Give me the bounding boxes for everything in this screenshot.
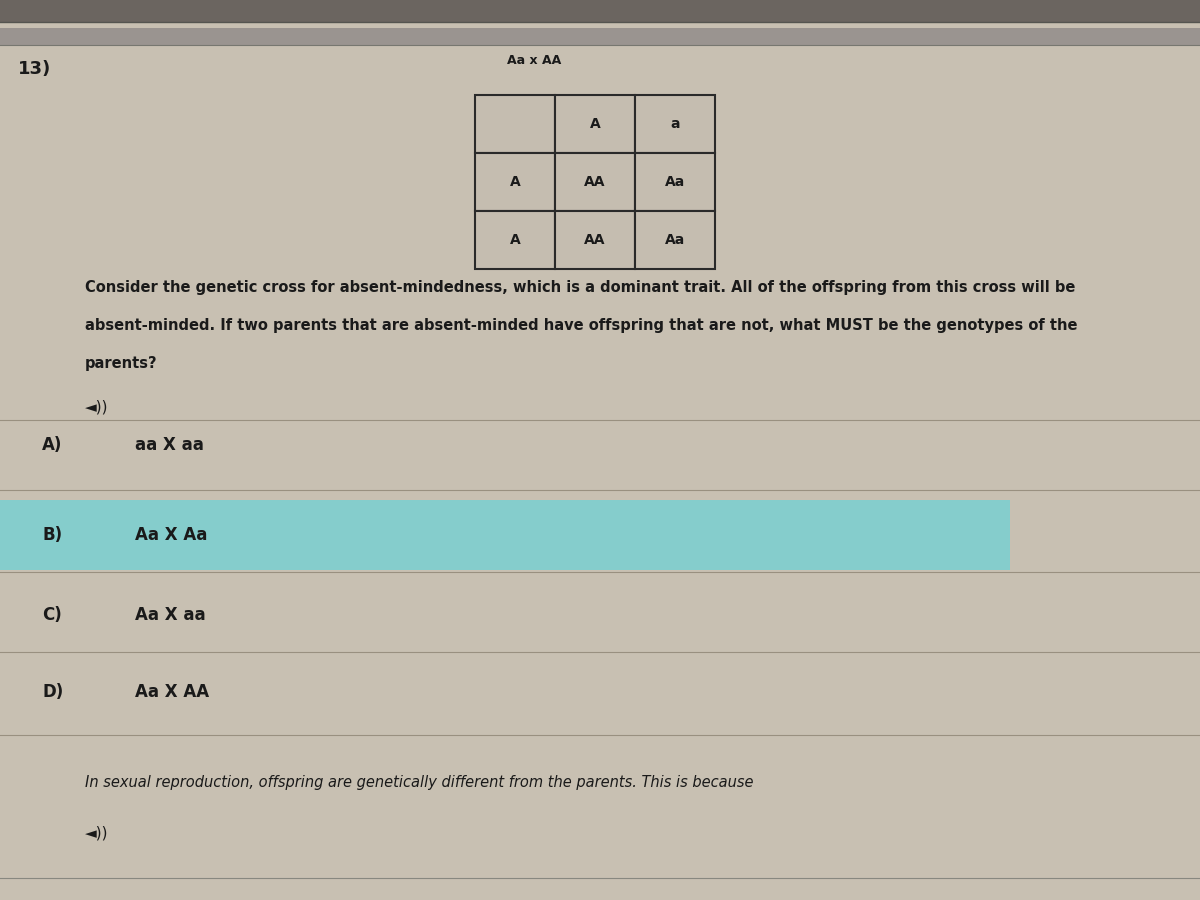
Text: 13): 13) (18, 60, 52, 78)
Text: ◄)): ◄)) (85, 825, 108, 840)
Bar (635, 211, 715, 269)
Bar (475, 153, 554, 211)
Text: A: A (510, 233, 521, 247)
Text: absent-minded. If two parents that are absent-minded have offspring that are not: absent-minded. If two parents that are a… (85, 318, 1078, 333)
Text: Aa X AA: Aa X AA (134, 683, 209, 701)
Bar (554, 95, 635, 153)
Bar (0, 0, 1200, 22)
Text: AA: AA (584, 233, 606, 247)
Text: A): A) (42, 436, 62, 454)
Text: AA: AA (584, 175, 606, 189)
Text: A: A (510, 175, 521, 189)
Bar (554, 211, 635, 269)
Text: a: a (671, 117, 679, 131)
Text: D): D) (42, 683, 64, 701)
Bar (635, 95, 715, 153)
Text: Aa X Aa: Aa X Aa (134, 526, 208, 544)
Bar (554, 153, 635, 211)
Text: Aa: Aa (665, 175, 685, 189)
Bar (635, 153, 715, 211)
Text: parents?: parents? (85, 356, 157, 371)
Text: aa X aa: aa X aa (134, 436, 204, 454)
Text: B): B) (42, 526, 62, 544)
Text: Aa X aa: Aa X aa (134, 606, 205, 624)
Bar (475, 95, 554, 153)
Text: Consider the genetic cross for absent-mindedness, which is a dominant trait. All: Consider the genetic cross for absent-mi… (85, 280, 1075, 295)
Bar (475, 211, 554, 269)
Text: Aa x AA: Aa x AA (508, 54, 562, 67)
Text: In sexual reproduction, offspring are genetically different from the parents. Th: In sexual reproduction, offspring are ge… (85, 775, 754, 790)
Text: ◄)): ◄)) (85, 399, 108, 414)
Text: Aa: Aa (665, 233, 685, 247)
Bar (0, 28, 1200, 45)
Text: A: A (589, 117, 600, 131)
Text: C): C) (42, 606, 61, 624)
Bar (0, 500, 1010, 570)
